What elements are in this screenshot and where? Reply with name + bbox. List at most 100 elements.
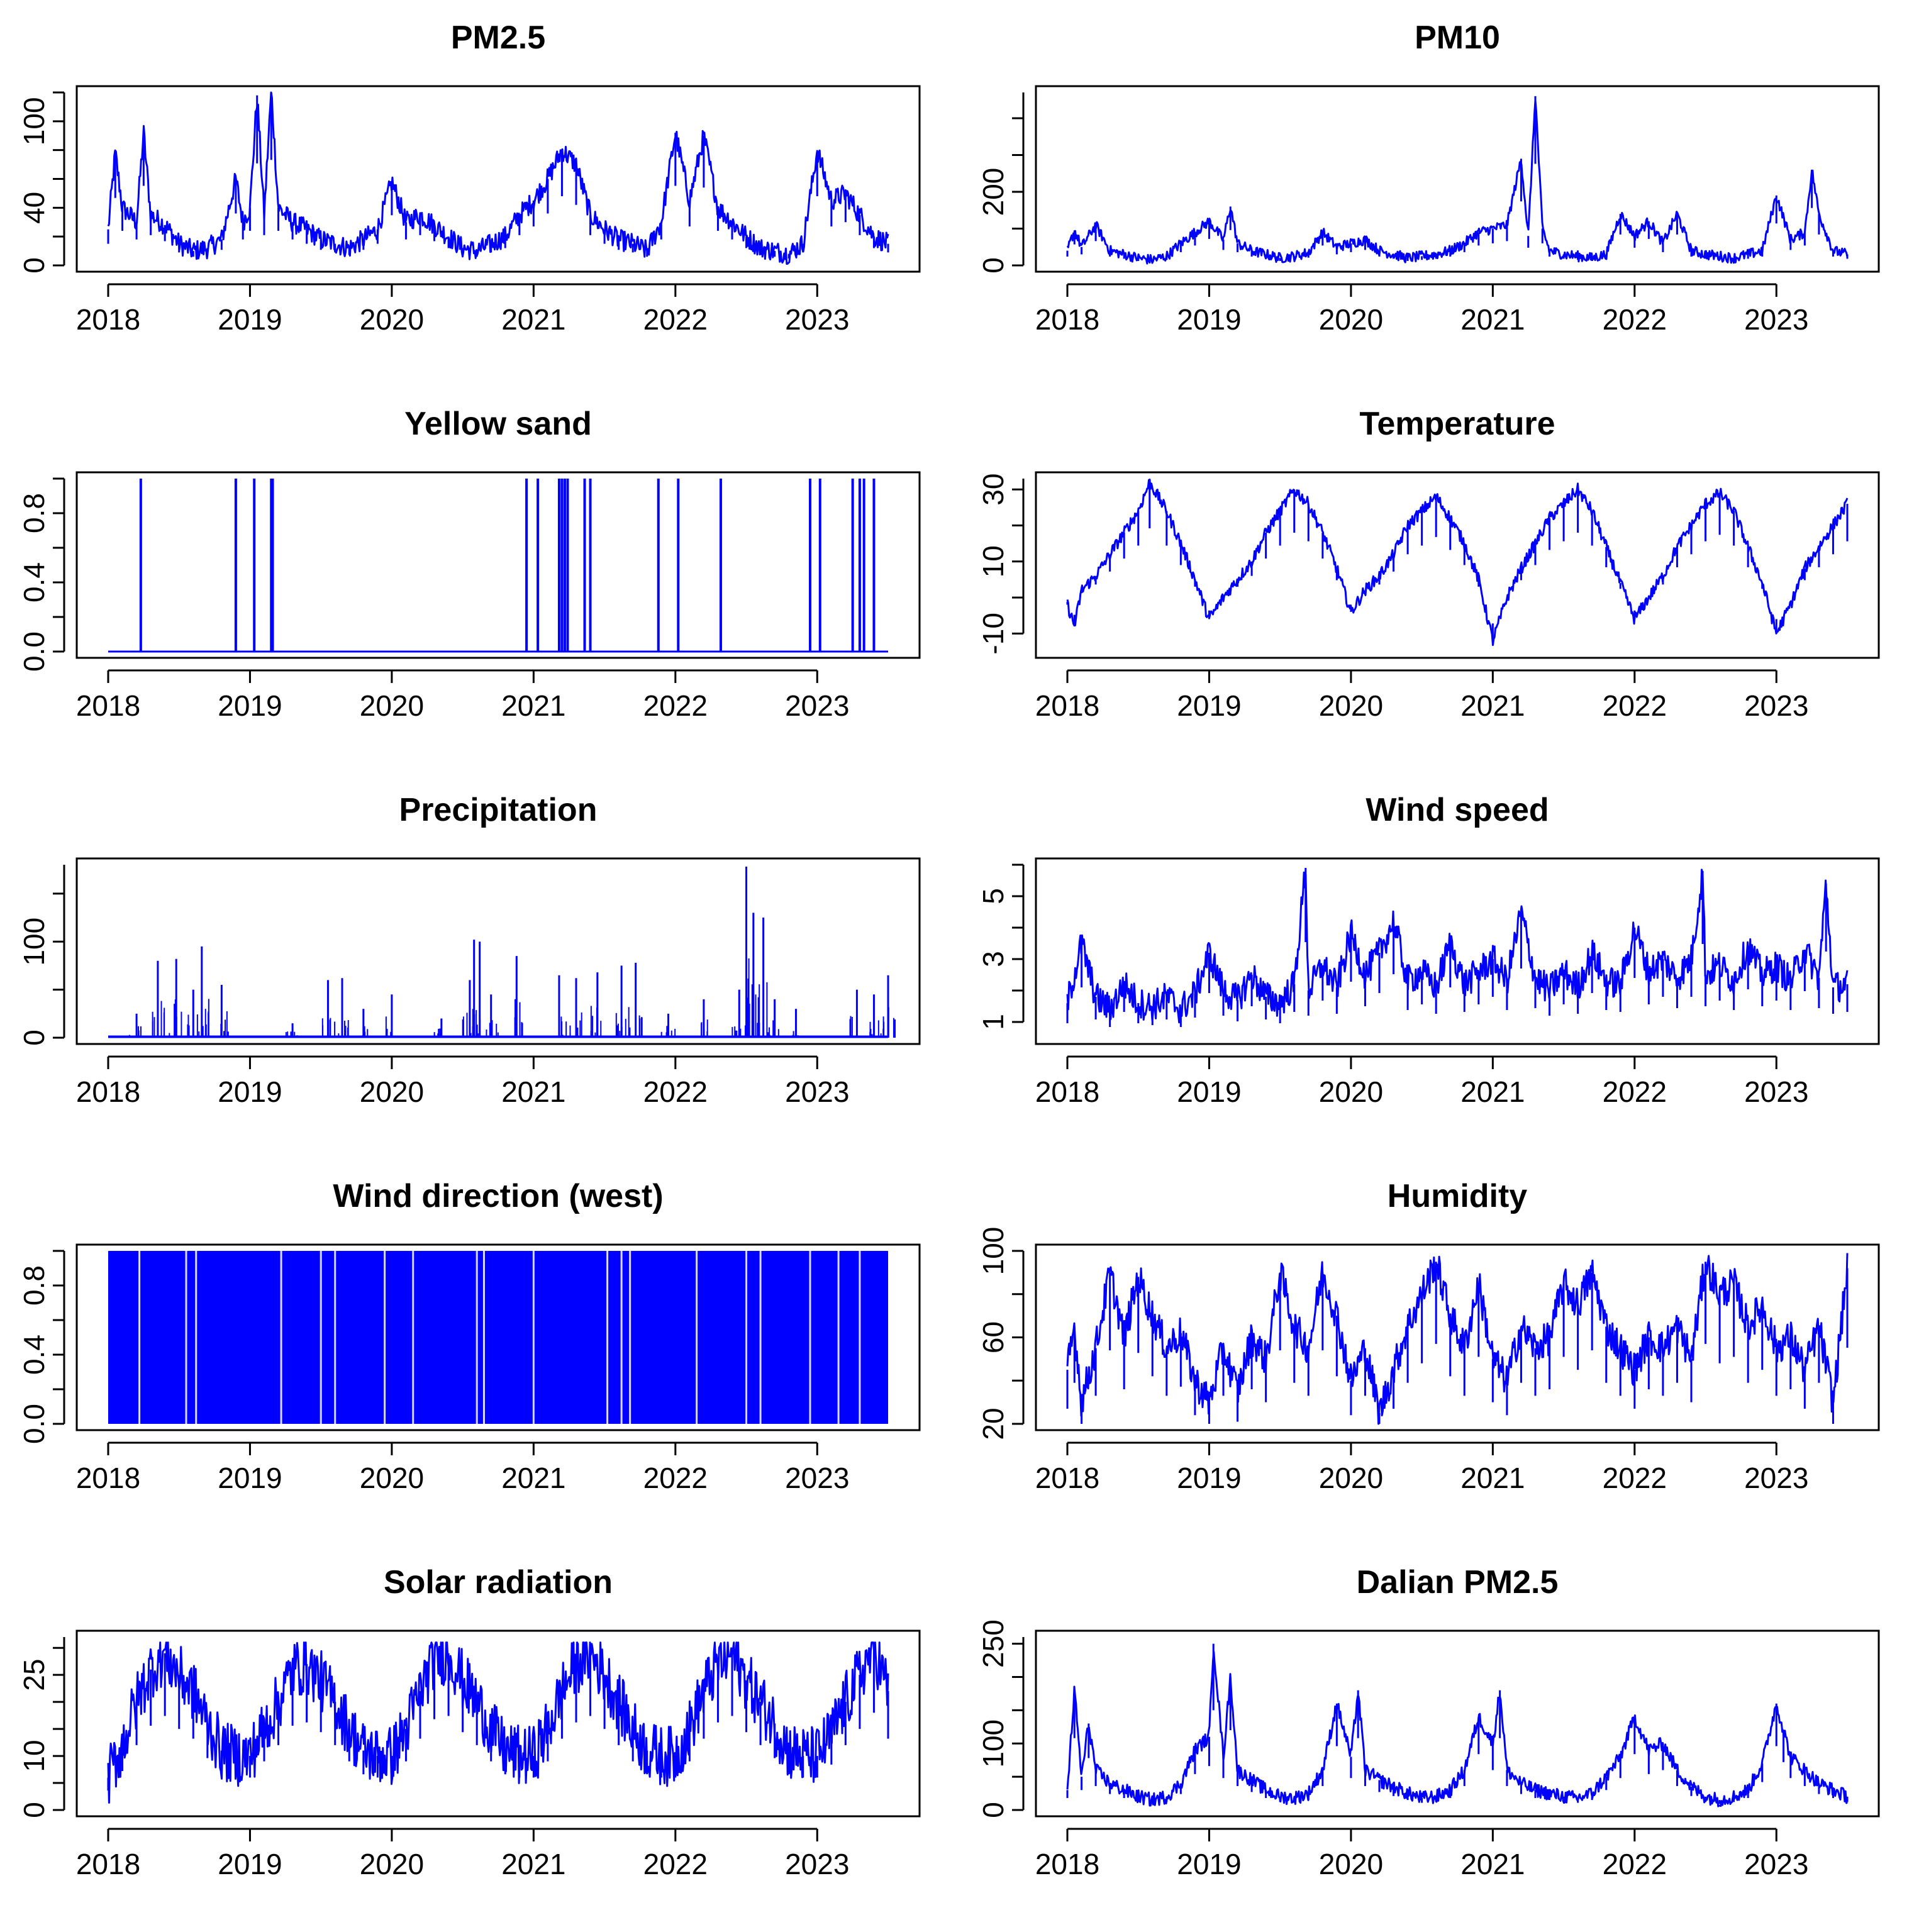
x-tick-label: 2022 [1603, 1462, 1667, 1494]
plot-frame [1035, 85, 1880, 273]
series-line [1066, 1253, 1849, 1425]
chart-panel-temperature: Temperature 2018 2019 2020 2021 2022 2023 -10 10… [959, 386, 1918, 772]
plot-frame [75, 471, 921, 659]
y-tick-label: 1 [977, 1014, 1010, 1030]
x-tick-label: 2023 [1744, 1462, 1808, 1494]
chart-panel-humidity: Humidity 2018 2019 2020 2021 2022 2023 20 60 100 [959, 1158, 1918, 1545]
x-tick-label: 2022 [1603, 689, 1667, 722]
x-tick-label: 2021 [501, 689, 565, 722]
y-tick-label: 0.8 [18, 493, 50, 533]
series-line [107, 91, 889, 265]
y-tick-label: 25 [18, 1659, 50, 1691]
x-tick-label: 2022 [643, 689, 708, 722]
chart-title: Solar radiation [383, 1564, 613, 1601]
chart-panel-pm10: PM10 2018 2019 2020 2021 2022 2023 0 200 [959, 0, 1918, 386]
x-tick-label: 2021 [501, 1848, 565, 1880]
y-tick-label: 100 [977, 1227, 1010, 1275]
series-precipitation [108, 867, 896, 1038]
y-tick-label: 0.0 [18, 1404, 50, 1444]
y-tick-label: 10 [977, 545, 1010, 577]
x-tick-label: 2021 [1460, 1075, 1525, 1108]
x-tick-label: 2018 [1035, 303, 1099, 336]
x-tick-label: 2022 [1603, 1848, 1667, 1880]
y-tick-label: 60 [977, 1321, 1010, 1353]
y-tick-label: 250 [977, 1619, 1010, 1668]
y-tick-label: 20 [977, 1407, 1010, 1440]
x-tick-label: 2020 [1319, 1075, 1383, 1108]
x-tick-label: 2023 [1744, 303, 1808, 336]
x-tick-label: 2018 [76, 1075, 140, 1108]
x-tick-label: 2019 [1177, 689, 1241, 722]
series-solar_radiation [107, 1641, 889, 1804]
x-tick-label: 2020 [360, 689, 424, 722]
x-tick-label: 2018 [1035, 1075, 1099, 1108]
series-line [1066, 1651, 1849, 1807]
chart-svg: 2018 2019 2020 2021 2022 2023 1 3 5 [977, 857, 1880, 1108]
x-tick-label: 2018 [76, 1462, 140, 1494]
x-tick-label: 2021 [1460, 303, 1525, 336]
y-tick-label: 30 [977, 474, 1010, 506]
y-tick-label: 0 [977, 1802, 1010, 1818]
series-pm25 [107, 91, 889, 265]
series-pm10 [1066, 96, 1849, 265]
chart-svg: 2018 2019 2020 2021 2022 2023 0.0 0.4 0.8 [18, 1243, 921, 1494]
x-tick-label: 2019 [218, 1848, 282, 1880]
chart-title: PM10 [1415, 19, 1500, 56]
x-tick-label: 2021 [501, 1075, 565, 1108]
x-tick-label: 2020 [1319, 1848, 1383, 1880]
chart-panel-pm25: PM2.5 2018 2019 2020 2021 2022 2023 0 40 100 [0, 0, 959, 386]
x-tick-label: 2023 [1744, 1075, 1808, 1108]
x-tick-label: 2020 [1319, 689, 1383, 722]
x-tick-label: 2019 [218, 303, 282, 336]
y-tick-label: 0.0 [18, 631, 50, 672]
y-tick-label: -10 [977, 613, 1010, 654]
y-tick-label: 40 [18, 192, 50, 224]
chart-title: Humidity [1387, 1178, 1528, 1214]
x-tick-label: 2022 [1603, 1075, 1667, 1108]
y-tick-label: 0 [977, 257, 1010, 274]
y-tick-label: 0 [18, 1802, 50, 1818]
x-tick-label: 2022 [643, 1462, 708, 1494]
x-tick-label: 2018 [1035, 689, 1099, 722]
x-tick-label: 2018 [1035, 1848, 1099, 1880]
x-tick-label: 2021 [1460, 1462, 1525, 1494]
plot-frame [75, 1629, 921, 1818]
chart-title: Precipitation [399, 792, 598, 828]
chart-svg: 2018 2019 2020 2021 2022 2023 0 200 [977, 85, 1880, 336]
x-tick-label: 2021 [1460, 1848, 1525, 1880]
x-tick-label: 2019 [1177, 1848, 1241, 1880]
chart-title: Wind speed [1366, 792, 1549, 828]
chart-title: Wind direction (west) [333, 1178, 664, 1214]
y-tick-label: 0 [18, 1030, 50, 1046]
y-tick-label: 0 [18, 257, 50, 274]
x-tick-label: 2018 [76, 1848, 140, 1880]
chart-title: Dalian PM2.5 [1356, 1564, 1559, 1601]
y-tick-label: 5 [977, 888, 1010, 904]
series-wind_speed [1066, 868, 1849, 1027]
x-tick-label: 2018 [76, 689, 140, 722]
x-tick-label: 2019 [218, 1075, 282, 1108]
series-wind_direction_west [108, 1251, 888, 1424]
x-tick-label: 2023 [785, 303, 849, 336]
series-humidity [1066, 1253, 1849, 1425]
plot-frame [1035, 1629, 1880, 1818]
x-tick-label: 2019 [1177, 1462, 1241, 1494]
x-tick-label: 2022 [1603, 303, 1667, 336]
chart-panel-wind_speed: Wind speed 2018 2019 2020 2021 2022 2023 1 3 5 [959, 772, 1918, 1158]
plot-frame [75, 857, 921, 1045]
series-line [1066, 99, 1849, 265]
x-tick-label: 2018 [76, 303, 140, 336]
x-tick-label: 2020 [360, 1848, 424, 1880]
x-tick-label: 2021 [501, 1462, 565, 1494]
y-tick-label: 0.4 [18, 562, 50, 602]
y-tick-label: 10 [18, 1740, 50, 1772]
series-yellow_sand [108, 479, 888, 653]
x-tick-label: 2023 [785, 1848, 849, 1880]
x-tick-label: 2021 [1460, 689, 1525, 722]
chart-svg: 2018 2019 2020 2021 2022 2023 0.0 0.4 0.8 [18, 471, 921, 722]
x-tick-label: 2020 [360, 1075, 424, 1108]
chart-panel-yellow_sand: Yellow sand 2018 2019 2020 2021 2022 2023 0.0 0.… [0, 386, 959, 772]
x-tick-label: 2022 [643, 1848, 708, 1880]
x-tick-label: 2023 [785, 1462, 849, 1494]
